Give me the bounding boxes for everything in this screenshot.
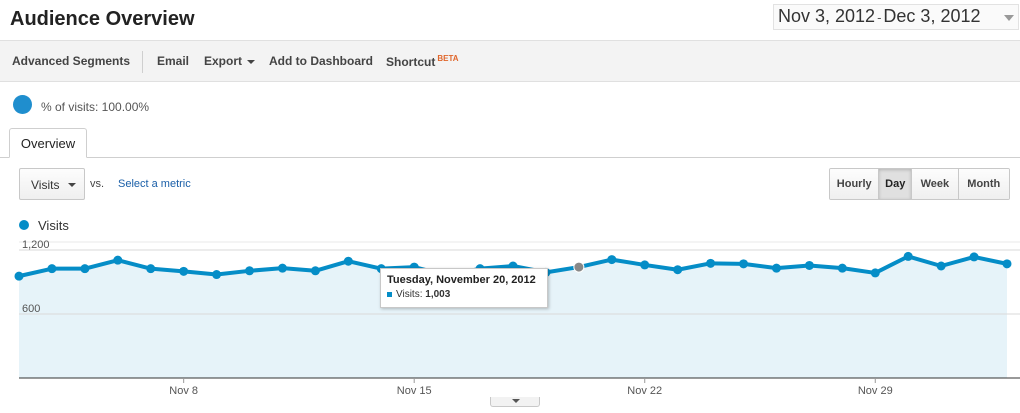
data-point (804, 260, 814, 270)
data-point (14, 271, 24, 281)
export-button[interactable]: Export (204, 54, 256, 68)
visits-percentage: % of visits: 100.00% (41, 100, 150, 114)
visits-area (19, 256, 1007, 378)
data-point (47, 264, 57, 274)
tooltip-metric-value: 1,003 (425, 289, 451, 300)
data-point (607, 255, 617, 265)
data-point (1002, 259, 1012, 269)
vs-label: vs. (90, 178, 105, 190)
data-point (870, 268, 880, 278)
time-granularity-buttons: Hourly Day Week Month (829, 168, 1010, 200)
advanced-segments-button[interactable]: Advanced Segments (12, 54, 131, 68)
y-tick-label: 1,200 (22, 240, 50, 251)
page-title: Audience Overview (10, 8, 195, 30)
data-point (771, 263, 781, 273)
chart-expand-handle[interactable] (490, 397, 540, 407)
caret-down-icon (247, 59, 256, 64)
x-tick-label: Nov 15 (397, 385, 432, 397)
toolbar-divider (142, 51, 143, 73)
date-range-selector[interactable]: Nov 3, 2012- Dec 3, 2012 (773, 4, 1019, 30)
data-point (903, 251, 913, 261)
visits-chart: 1,200 600 Nov 8 Nov 15 Nov 22 Nov 29 (14, 240, 1020, 397)
data-point (936, 261, 946, 271)
data-point (343, 256, 353, 266)
x-tick-label: Nov 29 (858, 385, 893, 397)
metric-dropdown-value: Visits (31, 178, 60, 192)
y-tick-label: 600 (22, 303, 40, 315)
pie-icon[interactable] (13, 95, 32, 114)
shortcut-label: Shortcut (386, 55, 436, 69)
report-toolbar: Advanced Segments Email Export Add to Da… (0, 40, 1020, 82)
chart-tooltip: Tuesday, November 20, 2012 Visits: 1,003 (380, 268, 548, 308)
chevron-down-icon (1004, 15, 1014, 21)
data-point (706, 258, 716, 268)
tooltip-metric-label: Visits: (396, 289, 423, 300)
hourly-button[interactable]: Hourly (830, 169, 880, 199)
data-point (277, 263, 287, 273)
legend-marker (19, 220, 29, 230)
tooltip-series: Visits: 1,003 (387, 289, 547, 300)
week-button[interactable]: Week (912, 169, 959, 199)
caret-down-icon (68, 183, 76, 187)
select-metric-link[interactable]: Select a metric (118, 178, 191, 190)
data-point (80, 264, 90, 274)
data-point (245, 266, 255, 276)
add-to-dashboard-button[interactable]: Add to Dashboard (269, 54, 373, 68)
beta-badge: BETA (437, 54, 459, 63)
tooltip-date: Tuesday, November 20, 2012 (387, 274, 536, 286)
date-range-separator: - (877, 10, 882, 25)
data-point (640, 260, 650, 270)
legend-label: Visits (38, 218, 69, 233)
date-range-end: Dec 3, 2012 (883, 6, 981, 26)
export-label: Export (204, 54, 243, 68)
data-point (673, 265, 683, 275)
data-point (179, 266, 189, 276)
tab-bar-line (0, 157, 1020, 158)
x-tick-label: Nov 8 (169, 385, 198, 397)
email-button[interactable]: Email (157, 54, 190, 68)
day-button[interactable]: Day (879, 169, 913, 199)
data-point (113, 255, 123, 265)
x-tick-label: Nov 22 (627, 385, 662, 397)
tab-overview[interactable]: Overview (9, 128, 87, 158)
series-square-icon (387, 291, 392, 297)
data-point-highlighted (573, 261, 585, 273)
metric-dropdown[interactable]: Visits (19, 168, 85, 200)
data-point (310, 266, 320, 276)
data-point (969, 252, 979, 262)
data-point (739, 259, 749, 269)
month-button[interactable]: Month (958, 169, 1009, 199)
date-range-start: Nov 3, 2012 (778, 6, 876, 26)
data-point (837, 263, 847, 273)
caret-down-icon (512, 399, 520, 403)
data-point (212, 270, 222, 280)
data-point (146, 264, 156, 274)
shortcut-button[interactable]: Shortcut BETA (386, 54, 459, 69)
